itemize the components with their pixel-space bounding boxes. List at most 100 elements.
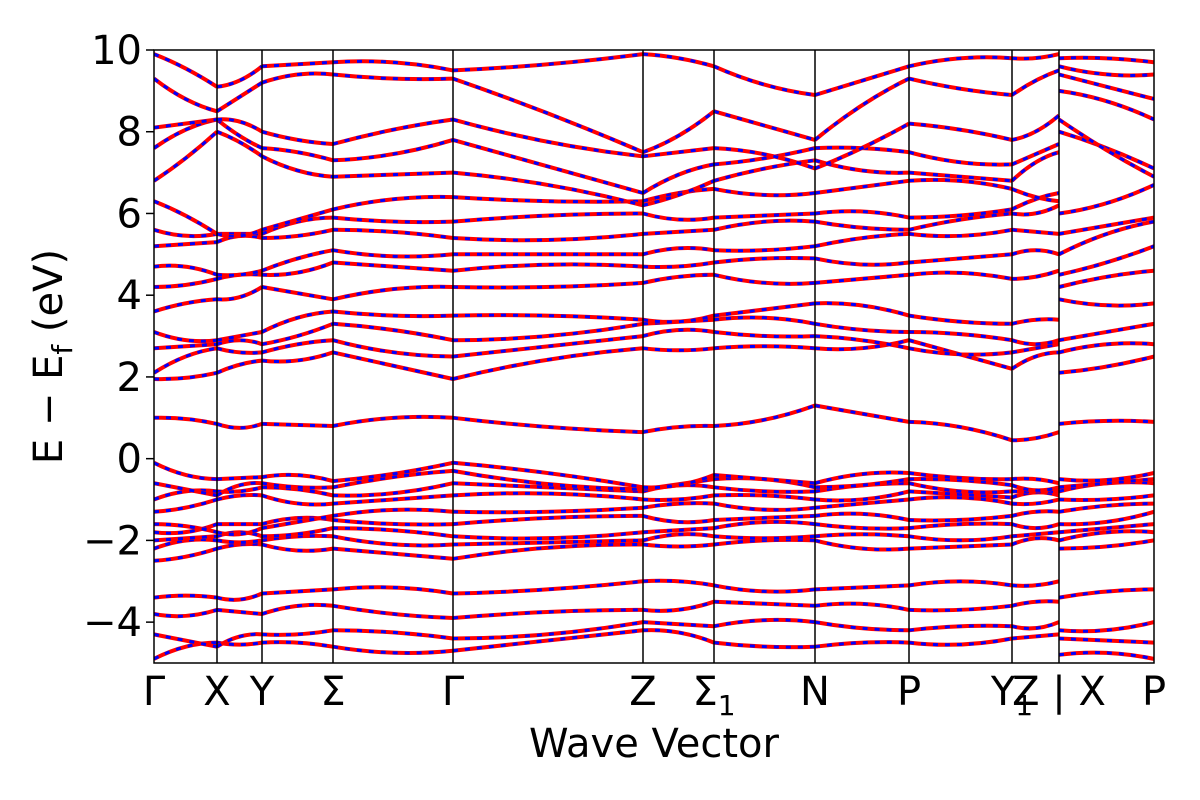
band-line-dashed	[261, 422, 334, 428]
band-line	[1010, 68, 1060, 97]
band-line-dashed	[154, 346, 218, 375]
band-line-dashed	[713, 212, 816, 220]
band-line-dashed	[216, 592, 263, 602]
band-line	[452, 415, 644, 435]
band-line-dashed	[814, 522, 910, 531]
band-line-dashed	[713, 344, 816, 350]
band-line	[452, 538, 644, 547]
band-line-dashed	[452, 346, 644, 381]
band-line-dashed	[908, 207, 1013, 220]
band-line-dashed	[261, 228, 334, 240]
band-line	[814, 301, 910, 318]
band-line-dashed	[713, 244, 816, 253]
band-line	[452, 231, 644, 243]
band-line-dashed	[216, 117, 263, 133]
band-line-dashed	[1011, 350, 1060, 371]
band-line	[154, 522, 218, 535]
band-line-dashed	[1011, 509, 1060, 518]
band-line-dashed	[332, 248, 454, 259]
band-line-dashed	[642, 318, 715, 326]
band-line-dashed	[332, 508, 454, 518]
band-line-dashed	[216, 359, 263, 375]
band-line-dashed	[814, 64, 910, 97]
band-line-dashed	[452, 322, 644, 342]
band-line	[154, 481, 218, 498]
band-line	[452, 607, 644, 620]
band-line	[452, 280, 644, 290]
band-line-dashed	[713, 534, 816, 540]
band-line-dashed	[908, 624, 1013, 632]
band-line-dashed	[1058, 471, 1154, 483]
band-line	[452, 513, 644, 527]
band-line-dashed	[713, 256, 816, 264]
band-line-dashed	[1011, 228, 1060, 236]
band-line-dashed	[814, 498, 910, 510]
band-line-dashed	[908, 543, 1013, 551]
band-line	[154, 330, 218, 344]
band-line-dashed	[216, 330, 263, 342]
band-line-dashed	[216, 475, 263, 481]
band-line-dashed	[1011, 203, 1060, 216]
band-line	[154, 240, 218, 249]
band-line-dashed	[642, 514, 715, 524]
y-axis-label-unit: (eV)	[26, 249, 72, 345]
band-line	[452, 313, 644, 322]
band-line-dashed	[908, 489, 1013, 499]
band-line-dashed	[332, 118, 454, 146]
band-line-dashed	[332, 469, 454, 489]
band-line	[1058, 183, 1154, 216]
x-tick-label: Γ	[143, 669, 166, 715]
band-line-dashed	[713, 600, 816, 608]
band-line-dashed	[814, 338, 910, 351]
band-line-dashed	[1058, 322, 1154, 342]
band-line-dashed	[154, 77, 218, 113]
band-line-dashed	[814, 477, 910, 489]
band-line-dashed	[332, 350, 454, 381]
x-tick-label: Y	[249, 669, 275, 715]
band-line-dashed	[1058, 297, 1154, 308]
band-line-dashed	[261, 640, 334, 649]
band-line-dashed	[1011, 522, 1060, 530]
band-line-dashed	[908, 495, 1013, 506]
band-line-dashed	[452, 542, 644, 561]
band-line	[452, 579, 644, 596]
band-line-dashed	[814, 602, 910, 612]
band-line-dashed	[261, 543, 334, 553]
band-line-dashed	[642, 261, 715, 269]
band-line	[154, 640, 218, 661]
band-line	[642, 473, 715, 490]
band-line-dashed	[452, 620, 644, 640]
band-line-dashed	[332, 322, 454, 342]
band-line	[1010, 150, 1060, 183]
band-line-dashed	[216, 608, 263, 616]
x-tick-label: X	[203, 669, 230, 715]
band-line-dashed	[908, 330, 1013, 342]
band-line-dashed	[1058, 587, 1154, 600]
band-line-dashed	[908, 522, 1013, 530]
band-line-dashed	[332, 171, 454, 179]
band-line-dashed	[216, 234, 263, 244]
band-line-dashed	[1011, 191, 1060, 211]
band-line-dashed	[261, 60, 334, 68]
band-line-dashed	[908, 171, 1013, 183]
band-line	[452, 542, 644, 561]
band-line	[642, 599, 715, 613]
band-line	[154, 546, 218, 563]
band-line	[261, 146, 334, 163]
band-line-dashed	[642, 146, 715, 158]
band-line-dashed	[154, 130, 219, 183]
band-line-dashed	[713, 473, 816, 485]
band-line-dashed	[1011, 248, 1060, 256]
band-line-dashed	[261, 285, 334, 301]
band-line-dashed	[814, 232, 910, 248]
band-line-dashed	[642, 273, 715, 285]
x-tick-label: P	[1142, 669, 1166, 715]
band-line-dashed	[814, 334, 910, 350]
band-line	[154, 537, 218, 551]
band-line-dashed	[1011, 530, 1060, 538]
band-line-dashed	[216, 538, 263, 544]
x-tick-label: Z	[629, 669, 656, 715]
band-line	[154, 522, 218, 536]
band-line	[713, 403, 816, 428]
band-line-dashed	[216, 422, 263, 430]
